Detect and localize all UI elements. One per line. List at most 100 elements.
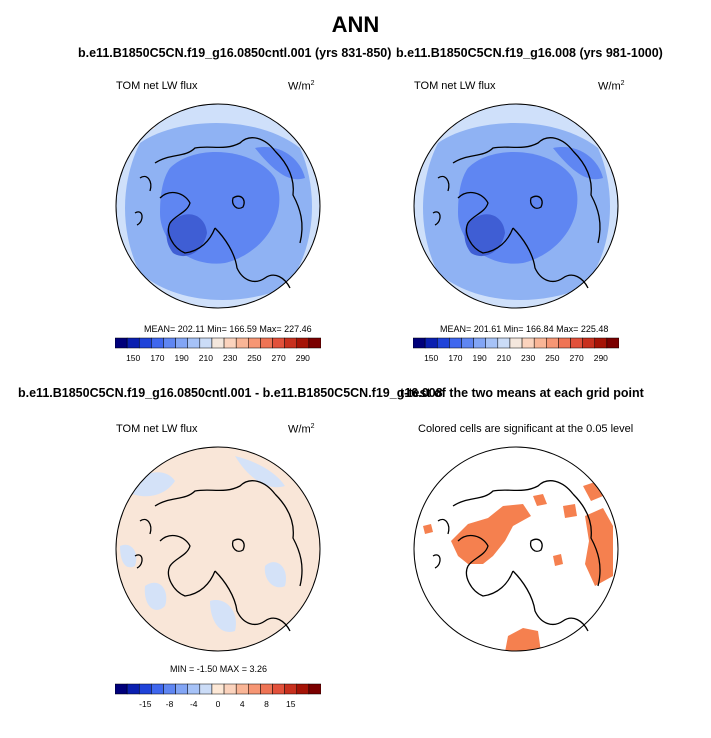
colorbar-tick-label: 210: [199, 353, 213, 363]
colorbar-box: [151, 337, 164, 349]
map-panel-3: [115, 446, 321, 652]
colorbar-tick-label: 250: [247, 353, 261, 363]
panel-1-title: b.e11.B1850C5CN.f19_g16.0850cntl.001 (yr…: [78, 46, 392, 60]
map-2-coastlines: [432, 137, 601, 289]
main-title: ANN: [331, 12, 380, 37]
colorbar-panel-3: -15 -8 -4 0 4 8 15: [115, 683, 321, 709]
colorbar-box: [115, 683, 128, 695]
colorbar-box: [199, 683, 213, 695]
colorbar-tick-label: 290: [296, 353, 310, 363]
panel-1-variable: TOM net LW flux: [116, 80, 198, 92]
colorbar-box: [126, 683, 140, 695]
colorbar-tick-label: 150: [424, 353, 438, 363]
colorbar-box: [235, 337, 249, 349]
colorbar-box: [211, 683, 225, 695]
panel-4-title: t-test of the two means at each grid poi…: [400, 386, 644, 400]
colorbar-tick-label: -15: [139, 699, 152, 709]
colorbar-tick-label: 170: [448, 353, 462, 363]
colorbar-box: [260, 683, 273, 695]
colorbar-tick-label: 150: [126, 353, 140, 363]
colorbar-box: [308, 337, 321, 349]
colorbar-tick-label: 210: [497, 353, 511, 363]
colorbar-box: [449, 337, 462, 349]
map-3-field: [116, 447, 320, 651]
colorbar-tick-label: 190: [473, 353, 487, 363]
colorbar-panel-2: 150 170 190 210 230 250 270 290: [413, 337, 619, 363]
panel-3-variable: TOM net LW flux: [116, 423, 198, 435]
colorbar-tick-label: -8: [166, 699, 174, 709]
colorbar-box: [163, 337, 176, 349]
colorbar-box: [272, 337, 285, 349]
colorbar-box: [308, 683, 321, 695]
panel-1-stats: MEAN= 202.11 Min= 166.59 Max= 227.46: [144, 324, 312, 334]
colorbar-box: [175, 683, 188, 695]
map-3-coastlines: [134, 480, 303, 632]
colorbar-box: [296, 337, 310, 349]
map-2-field: [414, 104, 618, 308]
panel-2-units: W/m2: [598, 80, 625, 93]
colorbar-box: [235, 683, 249, 695]
colorbar-tick-label: 250: [545, 353, 559, 363]
colorbar-tick-label: 8: [264, 699, 269, 709]
panel-2-variable: TOM net LW flux: [414, 80, 496, 92]
colorbar-box: [284, 337, 298, 349]
map-1-field: [116, 104, 320, 308]
colorbar-box: [473, 337, 486, 349]
colorbar-tick-label: 0: [216, 699, 221, 709]
colorbar-tick-label: 15: [286, 699, 296, 709]
colorbar-box: [199, 337, 213, 349]
colorbar-box: [594, 337, 608, 349]
colorbar-box: [533, 337, 547, 349]
colorbar-box: [296, 683, 310, 695]
map-panel-4: [413, 446, 619, 652]
colorbar-box: [187, 683, 201, 695]
colorbar-box: [260, 337, 273, 349]
panel-3-stats: MIN = -1.50 MAX = 3.26: [170, 664, 268, 674]
colorbar-box: [424, 337, 438, 349]
colorbar-tick-label: 290: [594, 353, 608, 363]
colorbar-box: [436, 337, 450, 349]
panel-2-stats: MEAN= 201.61 Min= 166.84 Max= 225.48: [440, 324, 609, 334]
colorbar-box: [138, 683, 152, 695]
colorbar-tick-label: 170: [150, 353, 164, 363]
colorbar-box: [211, 337, 225, 349]
colorbar-tick-label: 230: [521, 353, 535, 363]
colorbar-box: [175, 337, 188, 349]
colorbar-tick-label: 4: [240, 699, 245, 709]
panel-3-units: W/m2: [288, 423, 315, 436]
colorbar-box: [461, 337, 474, 349]
colorbar-box: [509, 337, 523, 349]
map-panel-2: [413, 103, 619, 309]
colorbar-panel-1: 150 170 190 210 230 250 270 290: [115, 337, 321, 363]
map-4-significant-cells: [423, 481, 613, 651]
colorbar-box: [284, 683, 298, 695]
colorbar-box: [223, 683, 237, 695]
colorbar-box: [521, 337, 535, 349]
colorbar-box: [413, 337, 426, 349]
colorbar-box: [151, 683, 164, 695]
colorbar-box: [272, 683, 285, 695]
colorbar-box: [606, 337, 619, 349]
colorbar-box: [138, 337, 152, 349]
colorbar-box: [497, 337, 511, 349]
colorbar-box: [187, 337, 201, 349]
colorbar-box: [248, 337, 261, 349]
colorbar-tick-label: 230: [223, 353, 237, 363]
colorbar-tick-label: 270: [569, 353, 583, 363]
colorbar-box: [248, 683, 261, 695]
colorbar-tick-label: -4: [190, 699, 198, 709]
colorbar-box: [546, 337, 559, 349]
colorbar-box: [115, 337, 128, 349]
panel-4-subtitle: Colored cells are significant at the 0.0…: [418, 423, 634, 435]
panel-3-title: b.e11.B1850C5CN.f19_g16.0850cntl.001 - b…: [18, 386, 443, 400]
colorbar-box: [163, 683, 176, 695]
colorbar-box: [485, 337, 499, 349]
map-1-coastlines: [134, 137, 303, 289]
panel-1-units: W/m2: [288, 80, 315, 93]
map-4-coastlines: [432, 480, 601, 632]
colorbar-box: [582, 337, 596, 349]
colorbar-tick-label: 270: [271, 353, 285, 363]
map-panel-1: [115, 103, 321, 309]
colorbar-box: [126, 337, 140, 349]
colorbar-box: [558, 337, 571, 349]
